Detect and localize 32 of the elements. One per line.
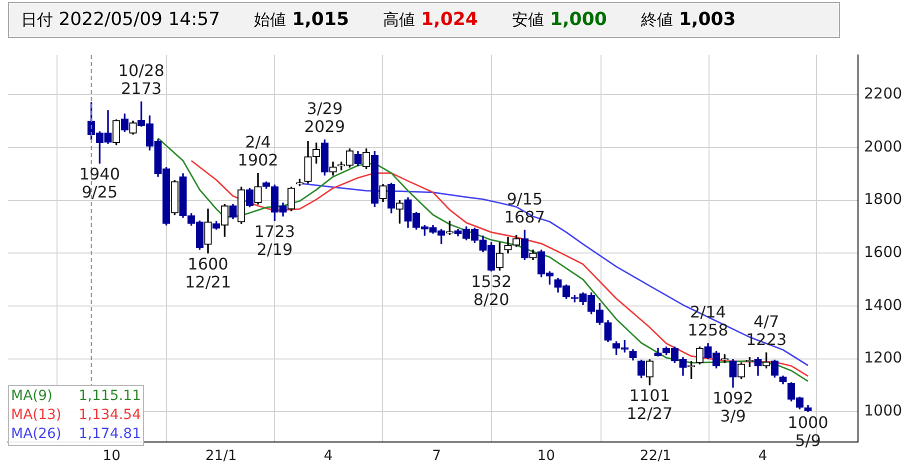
annotation: 1723 2/19 (254, 222, 296, 259)
text: 高値 1,024 (383, 9, 478, 30)
text: 終値 1,003 (640, 9, 736, 30)
y-tick-label: 1400 (864, 296, 902, 314)
annotation: 3/29 2029 (304, 98, 346, 136)
annotation: 1092 3/9 (712, 388, 754, 426)
text: 安値 1,000 (512, 9, 607, 30)
text: MA(26) 1,174.81 (11, 426, 141, 442)
x-tick-label: 22/1 (640, 448, 672, 464)
y-tick-label: 2200 (864, 84, 902, 103)
x-tick-label: 4 (758, 448, 768, 464)
annotation: 10/28 2173 (118, 60, 164, 98)
annotation: 2/4 1902 (238, 132, 278, 170)
y-tick-label: 1600 (864, 243, 902, 262)
y-tick-label: 1200 (864, 348, 902, 367)
x-tick-label: 10 (102, 448, 120, 464)
x-tick-label: 21/1 (205, 448, 237, 464)
x-tick-label: 10 (537, 448, 556, 464)
text: MA(9) 1,115.11 (11, 388, 141, 404)
annotation: 9/15 1687 (504, 189, 546, 226)
annotation: 1101 12/27 (626, 386, 673, 424)
text: 始値 1,015 (254, 9, 349, 30)
y-tick-label: 1800 (864, 190, 902, 208)
x-tick-label: 7 (432, 448, 442, 464)
annotation: 1600 12/21 (184, 254, 232, 292)
annotation: 1940 9/25 (79, 164, 120, 202)
y-tick-label: 1000 (864, 402, 902, 420)
text: MA(13) 1,134.54 (11, 407, 141, 423)
annotation: 1532 8/20 (470, 272, 512, 310)
x-tick-label: 4 (324, 448, 333, 464)
text: 日付 2022/05/09 14:57 (21, 9, 220, 31)
y-tick-label: 2000 (864, 137, 902, 156)
